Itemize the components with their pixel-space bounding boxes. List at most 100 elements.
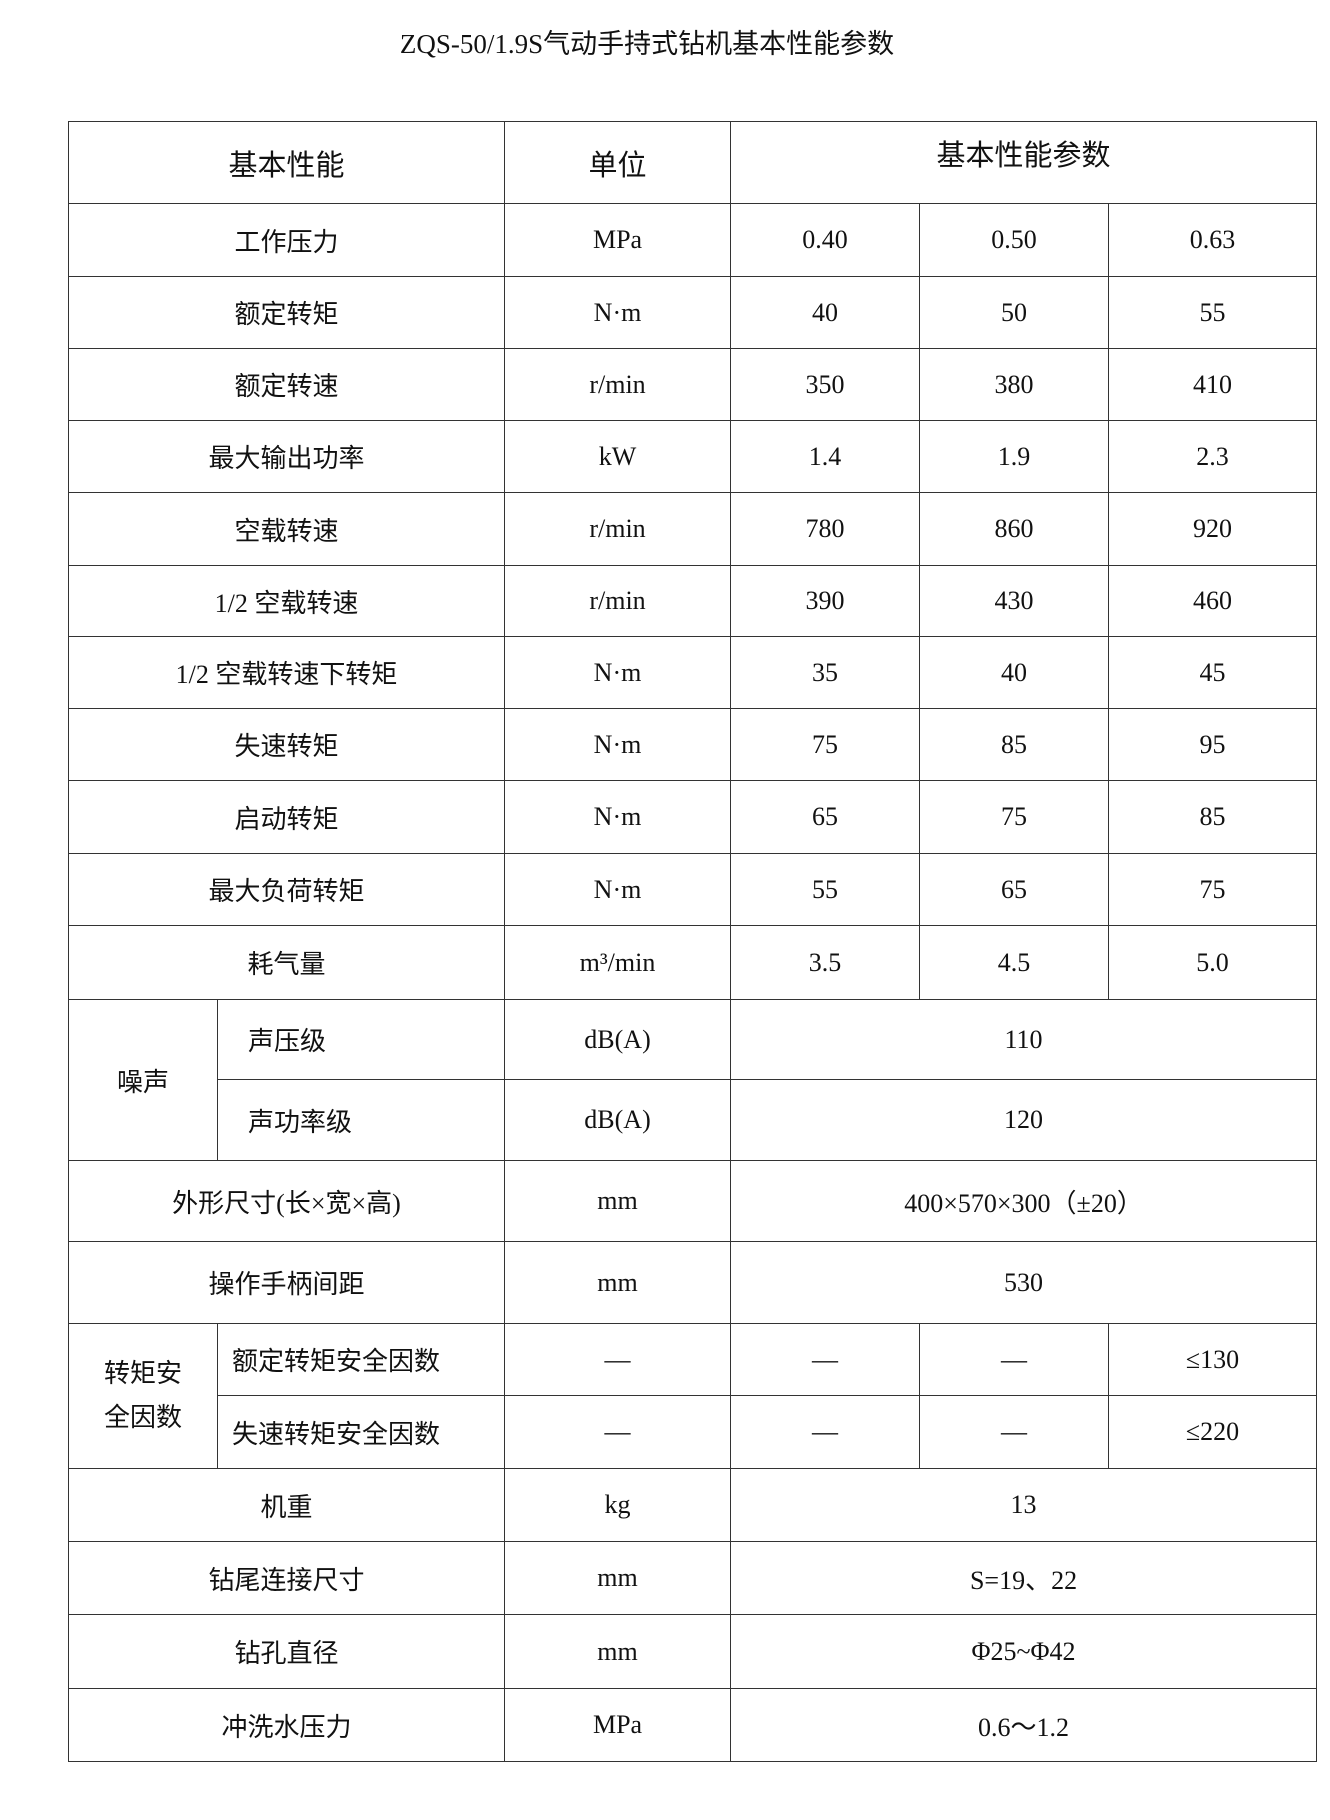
header-unit: 单位	[504, 121, 732, 204]
param-value: 350	[730, 348, 921, 421]
table-row: 转矩安 全因数 额定转矩安全因数 — — — ≤130	[68, 1323, 1318, 1469]
param-unit: dB(A)	[504, 1079, 732, 1161]
param-value: 40	[730, 276, 921, 349]
param-unit: r/min	[504, 348, 732, 421]
param-unit: mm	[504, 1541, 732, 1615]
table-row: 噪声 声压级 dB(A) 110	[68, 999, 1318, 1161]
param-name: 额定转矩	[67, 276, 506, 349]
param-value: ≤220	[1108, 1395, 1318, 1469]
param-value: S=19、22	[730, 1541, 1318, 1615]
param-value: 50	[919, 276, 1110, 349]
performance-table: 基本性能 单位 基本性能参数 工作压力 MPa 0.40 0.50 0.63 额定转矩 N·…	[67, 121, 1318, 1762]
param-unit: —	[504, 1323, 732, 1396]
param-value: 410	[1108, 348, 1318, 421]
param-unit: N·m	[504, 276, 732, 349]
param-value: 55	[1108, 276, 1318, 349]
param-unit: mm	[504, 1614, 732, 1689]
param-value: 45	[1108, 636, 1318, 709]
table-row: 额定转速 r/min 350 380 410	[67, 348, 1318, 421]
param-name: 最大负荷转矩	[67, 853, 506, 926]
param-value: 3.5	[730, 925, 921, 1000]
param-value: —	[730, 1323, 921, 1396]
param-name: 额定转矩安全因数	[216, 1323, 506, 1396]
table-row: 耗气量 m³/min 3.5 4.5 5.0	[67, 925, 1318, 1000]
param-name: 声压级	[216, 999, 506, 1080]
param-name: 1/2 空载转速下转矩	[67, 636, 506, 709]
param-value: 4.5	[919, 925, 1110, 1000]
param-value: 400×570×300（±20）	[730, 1160, 1318, 1242]
param-value: 0.40	[730, 203, 921, 277]
param-unit: mm	[504, 1160, 732, 1242]
table-row: 启动转矩 N·m 65 75 85	[67, 780, 1318, 854]
param-value: 75	[730, 708, 921, 781]
param-value: 85	[1108, 780, 1318, 854]
table-row: 最大负荷转矩 N·m 55 65 75	[67, 853, 1318, 926]
safety-group-line2: 全因数	[103, 1403, 182, 1432]
param-value: 13	[730, 1468, 1318, 1542]
table-row: 工作压力 MPa 0.40 0.50 0.63	[67, 203, 1318, 277]
param-value: Φ25~Φ42	[730, 1614, 1318, 1689]
param-unit: kg	[504, 1468, 732, 1542]
param-value: 1.9	[919, 420, 1110, 493]
table-row: 最大输出功率 kW 1.4 1.9 2.3	[67, 420, 1318, 493]
param-value: 530	[730, 1241, 1318, 1324]
param-value: 2.3	[1108, 420, 1318, 493]
param-value: —	[919, 1323, 1110, 1396]
param-unit: kW	[504, 420, 732, 493]
table-row: 冲洗水压力 MPa 0.6～1.2	[67, 1688, 1318, 1762]
param-name: 钻尾连接尺寸	[67, 1541, 506, 1615]
table-row: 操作手柄间距 mm 530	[67, 1241, 1318, 1324]
table-row: 空载转速 r/min 780 860 920	[67, 492, 1318, 566]
param-name: 1/2 空载转速	[67, 565, 506, 637]
safety-group-label: 转矩安 全因数	[68, 1323, 218, 1469]
param-unit: N·m	[504, 708, 732, 781]
param-name: 机重	[67, 1468, 506, 1542]
param-unit: mm	[504, 1241, 732, 1324]
param-unit: —	[504, 1395, 732, 1469]
param-value: 110	[730, 999, 1318, 1080]
header-performance: 基本性能	[67, 121, 506, 204]
param-name: 冲洗水压力	[67, 1688, 506, 1762]
table-row: 1/2 空载转速下转矩 N·m 35 40 45	[67, 636, 1318, 709]
param-name: 失速转矩安全因数	[216, 1395, 506, 1469]
param-value: 390	[730, 565, 921, 637]
param-unit: m³/min	[504, 925, 732, 1000]
table-row: 声功率级 dB(A) 120	[69, 1079, 1318, 1161]
param-unit: r/min	[504, 492, 732, 566]
table-row: 外形尺寸(长×宽×高) mm 400×570×300（±20）	[67, 1160, 1318, 1242]
param-value: —	[730, 1395, 921, 1469]
param-name: 额定转速	[67, 348, 506, 421]
param-value: 0.6～1.2	[730, 1688, 1318, 1762]
param-value: 55	[730, 853, 921, 926]
table-row: 额定转矩 N·m 40 50 55	[67, 276, 1318, 349]
param-value: 120	[730, 1079, 1318, 1161]
table-row: 钻尾连接尺寸 mm S=19、22	[67, 1541, 1318, 1615]
param-value: 40	[919, 636, 1110, 709]
param-unit: MPa	[504, 203, 732, 277]
param-value: 65	[730, 780, 921, 854]
header-params: 基本性能参数	[730, 121, 1318, 204]
safety-group-line1: 转矩安	[103, 1359, 182, 1388]
param-value: ≤130	[1108, 1323, 1318, 1396]
param-name: 空载转速	[67, 492, 506, 566]
param-unit: r/min	[504, 565, 732, 637]
param-value: 860	[919, 492, 1110, 566]
param-value: 380	[919, 348, 1110, 421]
param-name: 启动转矩	[67, 780, 506, 854]
param-name: 操作手柄间距	[67, 1241, 506, 1324]
param-value: 920	[1108, 492, 1318, 566]
param-value: —	[919, 1395, 1110, 1469]
param-value: 1.4	[730, 420, 921, 493]
table-row: 机重 kg 13	[67, 1468, 1318, 1542]
param-unit: N·m	[504, 853, 732, 926]
param-name: 工作压力	[67, 203, 506, 277]
param-name: 耗气量	[67, 925, 506, 1000]
param-value: 75	[919, 780, 1110, 854]
param-value: 35	[730, 636, 921, 709]
param-name: 最大输出功率	[67, 420, 506, 493]
table-row: 钻孔直径 mm Φ25~Φ42	[67, 1614, 1318, 1689]
param-value: 85	[919, 708, 1110, 781]
table-row: 1/2 空载转速 r/min 390 430 460	[67, 565, 1318, 637]
document-title: ZQS-50/1.9S气动手持式钻机基本性能参数	[399, 29, 895, 59]
param-value: 95	[1108, 708, 1318, 781]
